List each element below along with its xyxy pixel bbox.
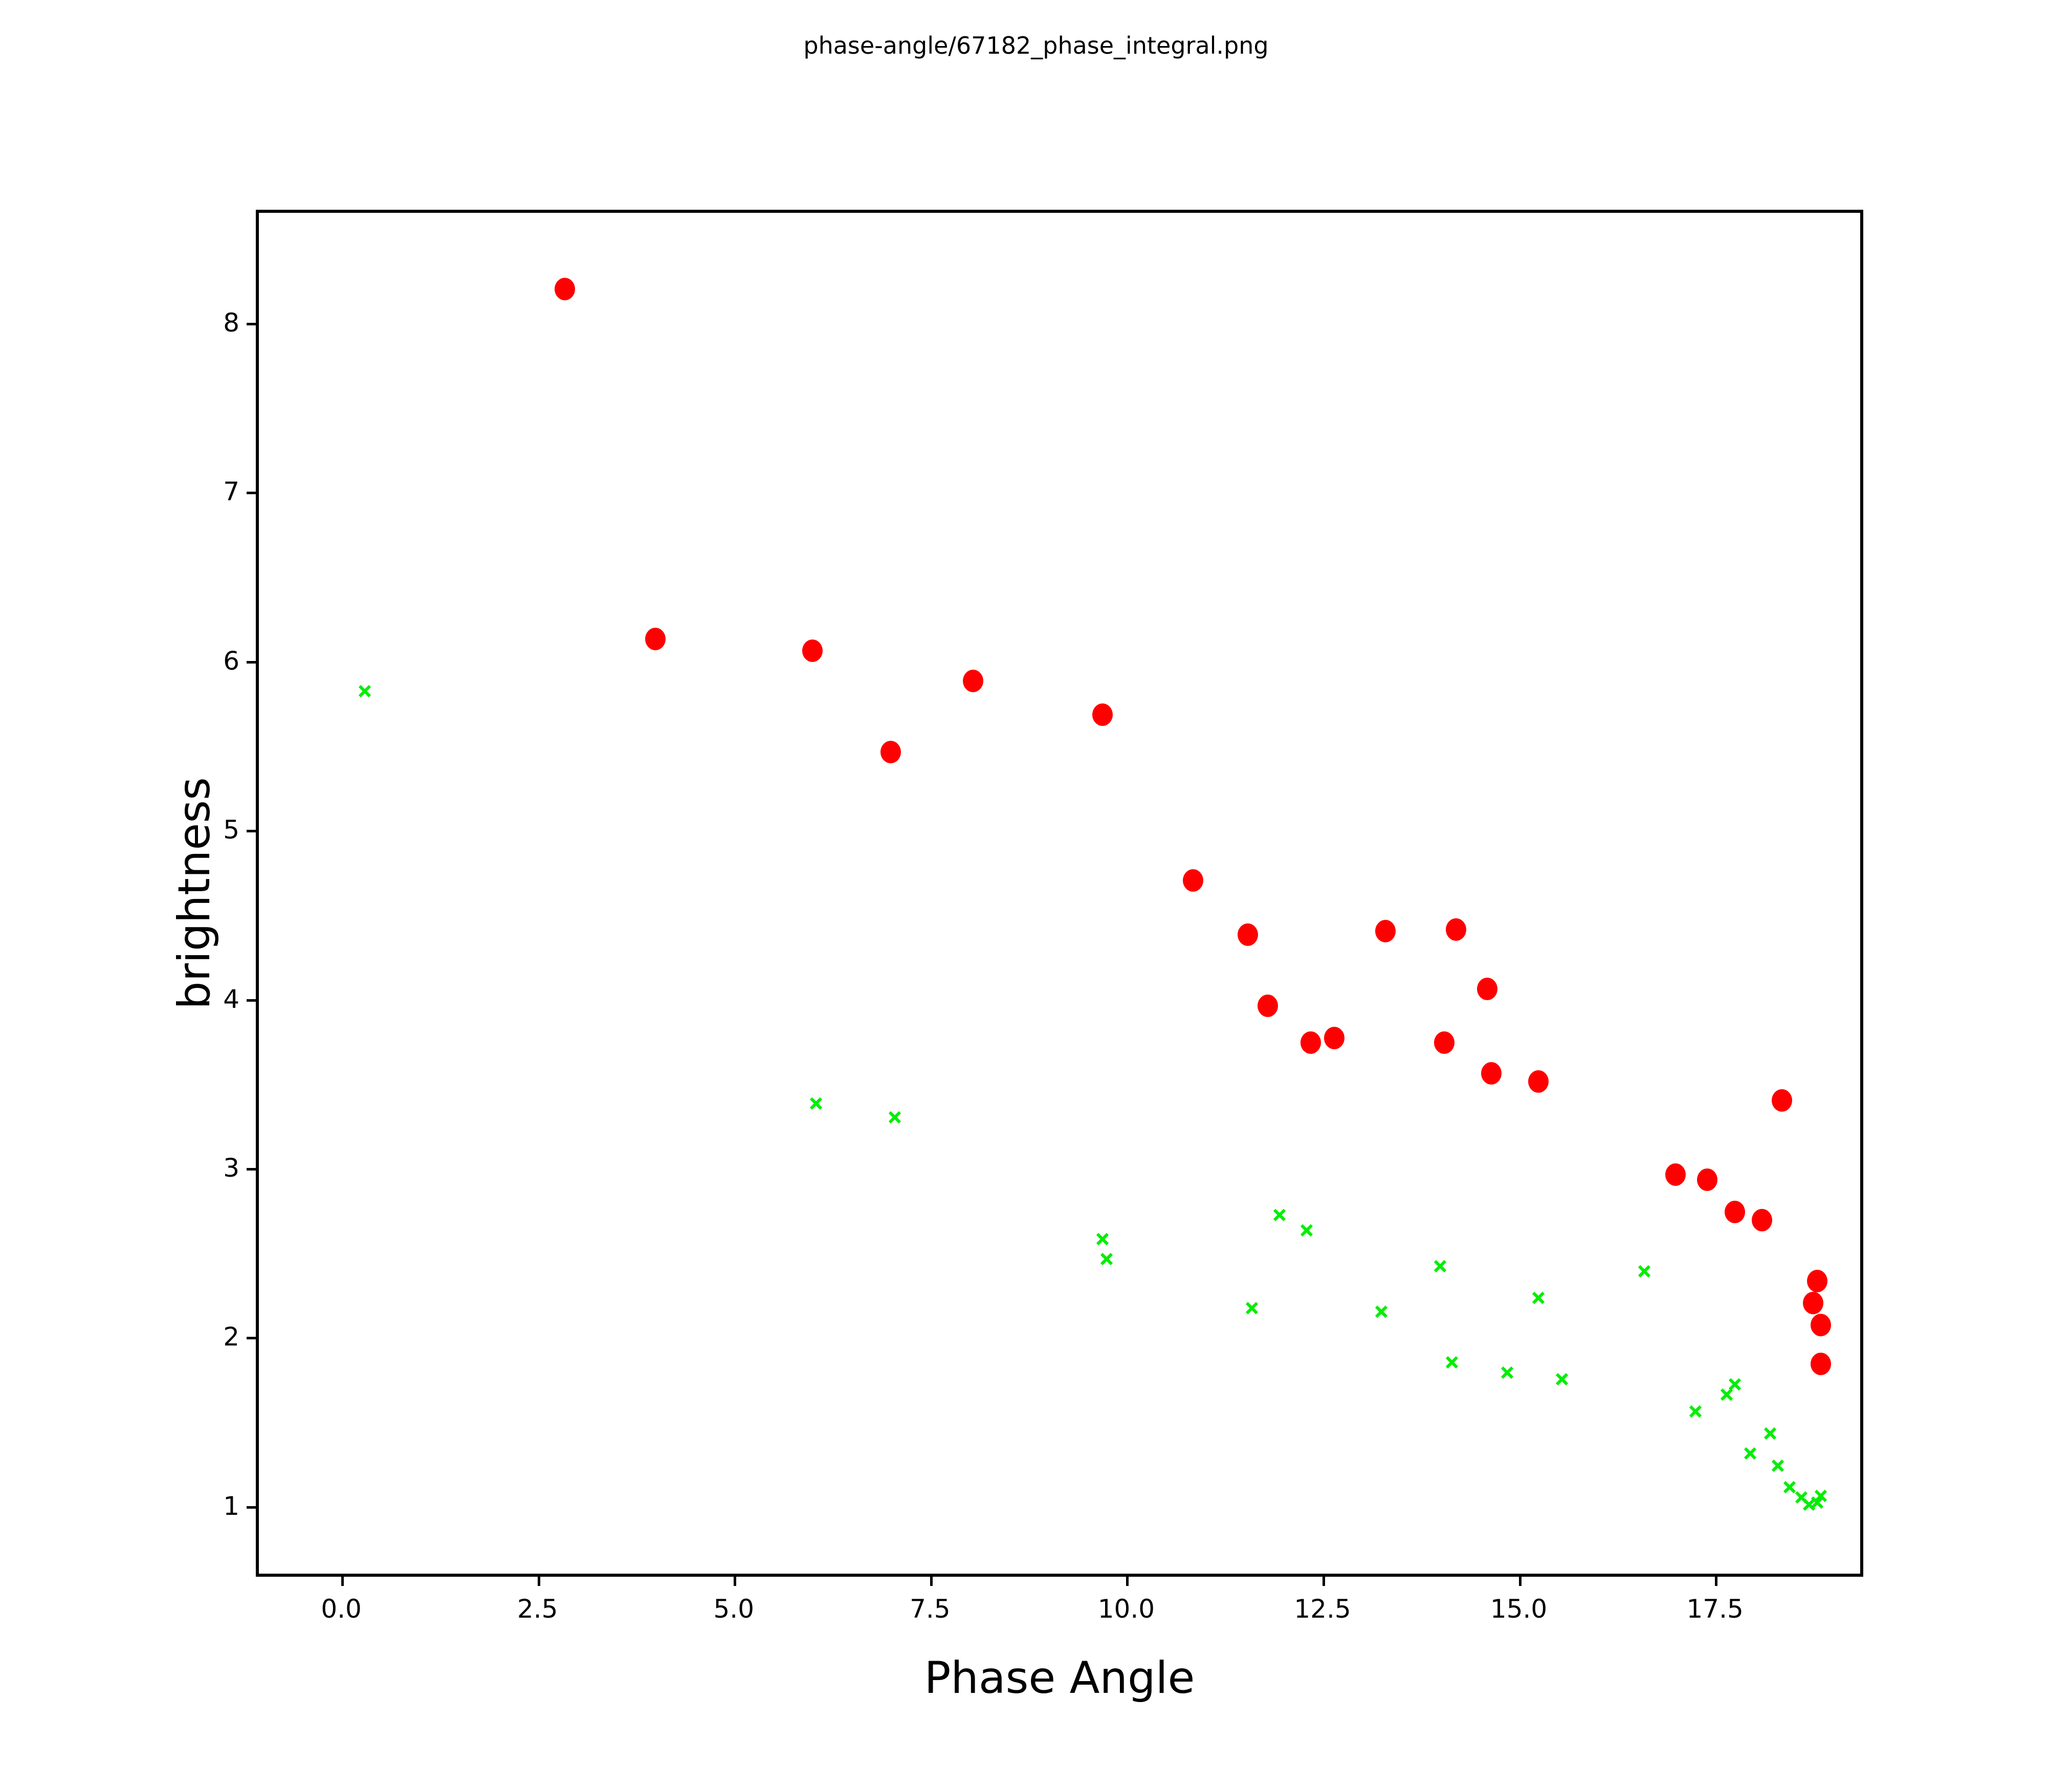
data-point-red-circle	[1477, 977, 1498, 1000]
y-axis-label: brightness	[169, 777, 220, 1009]
data-point-red-circle	[1752, 1209, 1773, 1232]
y-axis-tick	[247, 999, 259, 1002]
data-point-red-circle	[1665, 1163, 1686, 1186]
data-point-green-cross	[1810, 1495, 1825, 1510]
data-point-red-circle	[1724, 1200, 1745, 1223]
data-point-green-cross	[1095, 1231, 1110, 1247]
data-point-green-cross	[1500, 1365, 1515, 1380]
data-point-red-circle	[1300, 1031, 1321, 1054]
data-point-green-cross	[1531, 1290, 1546, 1306]
data-point-green-cross	[1782, 1480, 1797, 1495]
data-point-red-circle	[1092, 703, 1113, 726]
y-axis-tick-label: 7	[223, 477, 239, 507]
data-point-red-circle	[1375, 920, 1396, 943]
data-point-red-circle	[1802, 1292, 1823, 1315]
y-axis-tick	[247, 1167, 259, 1171]
x-axis-tick	[537, 1574, 540, 1586]
data-point-red-circle	[1528, 1070, 1549, 1093]
x-axis-tick-label: 2.5	[517, 1594, 558, 1624]
data-point-green-cross	[357, 683, 372, 699]
x-axis-tick-label: 10.0	[1097, 1594, 1155, 1624]
data-point-red-circle	[1481, 1062, 1502, 1085]
data-point-green-cross	[1770, 1458, 1786, 1473]
data-point-red-circle	[880, 741, 901, 764]
data-point-red-circle	[1771, 1089, 1792, 1112]
data-point-green-cross	[1762, 1426, 1778, 1441]
y-axis-tick-label: 2	[223, 1322, 239, 1352]
data-point-green-cross	[1374, 1304, 1389, 1319]
data-point-red-circle	[1445, 918, 1466, 941]
data-point-red-circle	[1696, 1168, 1717, 1192]
x-axis-tick	[734, 1574, 737, 1586]
y-axis-tick	[247, 492, 259, 495]
y-axis-tick-label: 3	[223, 1153, 239, 1183]
x-axis-tick	[341, 1574, 344, 1586]
x-axis-tick	[1715, 1574, 1718, 1586]
data-point-green-cross	[1554, 1372, 1570, 1387]
x-axis-tick-label: 15.0	[1490, 1594, 1548, 1624]
x-axis-tick-label: 5.0	[713, 1594, 755, 1624]
data-point-green-cross	[1299, 1223, 1314, 1238]
data-point-red-circle	[1811, 1353, 1832, 1376]
data-point-green-cross	[1244, 1300, 1260, 1316]
data-point-green-cross	[1688, 1404, 1703, 1419]
data-point-green-cross	[1099, 1251, 1114, 1267]
y-axis-tick	[247, 1506, 259, 1509]
x-axis-tick	[1518, 1574, 1522, 1586]
data-point-green-cross	[1719, 1387, 1734, 1402]
data-point-red-circle	[1811, 1314, 1832, 1337]
x-axis-tick-label: 17.5	[1686, 1594, 1744, 1624]
figure-title: phase-angle/67182_phase_integral.png	[803, 32, 1269, 59]
data-point-red-circle	[802, 639, 823, 662]
data-point-red-circle	[1238, 923, 1259, 946]
x-axis-tick-label: 7.5	[910, 1594, 951, 1624]
data-point-red-circle	[1257, 994, 1278, 1017]
data-point-red-circle	[963, 670, 984, 693]
data-point-red-circle	[645, 627, 666, 650]
x-axis-tick	[1322, 1574, 1325, 1586]
data-point-red-circle	[1434, 1031, 1454, 1054]
data-point-green-cross	[1813, 1488, 1828, 1504]
y-axis-tick	[247, 830, 259, 833]
y-axis-tick	[247, 660, 259, 664]
data-point-red-circle	[1806, 1270, 1827, 1293]
scatter-plot-area	[259, 213, 1860, 1574]
y-axis-tick-label: 5	[223, 815, 239, 845]
x-axis-tick-label: 12.5	[1294, 1594, 1351, 1624]
data-point-green-cross	[1444, 1355, 1460, 1370]
data-point-red-circle	[555, 277, 576, 300]
x-axis-label: Phase Angle	[924, 1652, 1195, 1704]
y-axis-tick-label: 6	[223, 646, 239, 676]
data-point-green-cross	[808, 1096, 824, 1111]
data-point-red-circle	[1324, 1026, 1344, 1049]
data-point-green-cross	[1432, 1259, 1448, 1274]
x-axis-tick	[1126, 1574, 1129, 1586]
data-point-green-cross	[887, 1110, 902, 1125]
data-point-green-cross	[1637, 1264, 1652, 1279]
y-axis-tick-label: 1	[223, 1491, 239, 1521]
y-axis-tick	[247, 322, 259, 325]
data-point-green-cross	[1727, 1377, 1743, 1392]
data-point-red-circle	[1182, 869, 1203, 892]
y-axis-tick	[247, 1337, 259, 1340]
y-axis-tick-label: 4	[223, 984, 239, 1014]
y-axis-tick-label: 8	[223, 307, 239, 338]
data-point-green-cross	[1272, 1207, 1287, 1223]
plot-frame: 1 2 3 4 5 6 7 8 0.0 2.5 5.0 7.5 10.0 12.5 15.0 17.5	[223, 210, 1863, 1624]
data-point-green-cross	[1743, 1446, 1758, 1461]
x-axis-tick-label: 0.0	[321, 1594, 362, 1624]
x-axis-tick	[930, 1574, 933, 1586]
